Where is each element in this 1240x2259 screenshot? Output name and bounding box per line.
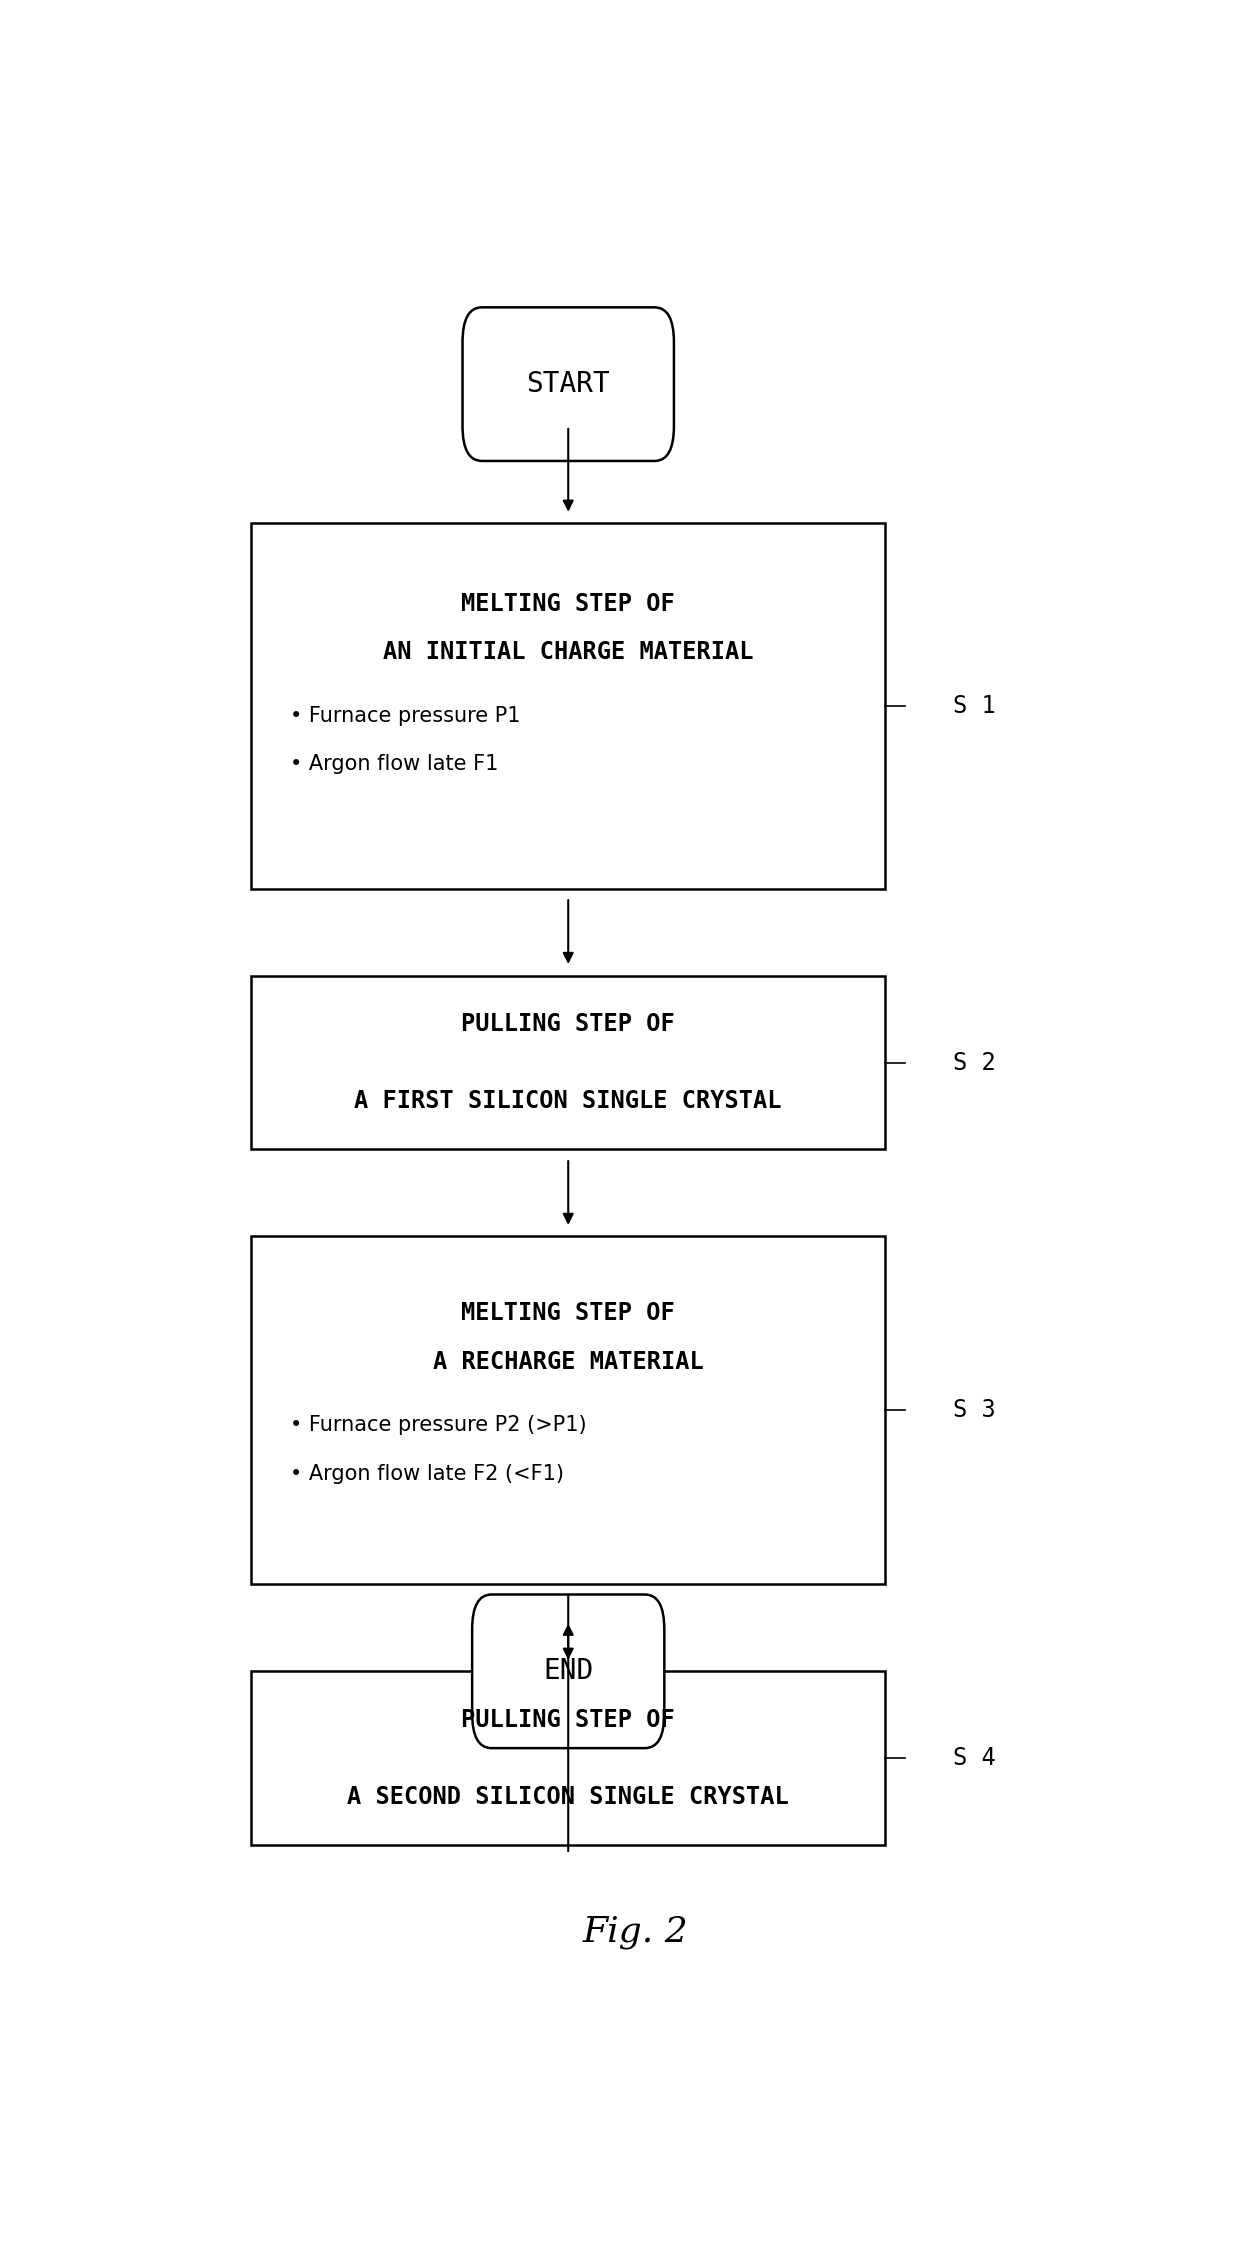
Text: Fig. 2: Fig. 2 [583,1916,688,1950]
Text: PULLING STEP OF: PULLING STEP OF [461,1708,675,1733]
Bar [250,976,885,1150]
Text: S 1: S 1 [952,694,996,718]
Bar [250,1236,885,1584]
FancyBboxPatch shape [463,307,675,461]
FancyBboxPatch shape [472,1595,665,1748]
Text: MELTING STEP OF: MELTING STEP OF [461,592,675,617]
Text: AN INITIAL CHARGE MATERIAL: AN INITIAL CHARGE MATERIAL [383,639,754,664]
Text: START: START [526,370,610,398]
Text: A SECOND SILICON SINGLE CRYSTAL: A SECOND SILICON SINGLE CRYSTAL [347,1785,789,1809]
Text: S 2: S 2 [952,1050,996,1075]
Bar [250,524,885,888]
Text: S 3: S 3 [952,1398,996,1423]
Bar [250,1672,885,1846]
Text: A FIRST SILICON SINGLE CRYSTAL: A FIRST SILICON SINGLE CRYSTAL [355,1089,782,1114]
Text: • Furnace pressure P2 (>P1): • Furnace pressure P2 (>P1) [290,1414,587,1434]
Text: PULLING STEP OF: PULLING STEP OF [461,1012,675,1037]
Text: A RECHARGE MATERIAL: A RECHARGE MATERIAL [433,1349,703,1373]
Text: • Argon flow late F1: • Argon flow late F1 [290,755,498,775]
Text: • Furnace pressure P1: • Furnace pressure P1 [290,705,520,725]
Text: MELTING STEP OF: MELTING STEP OF [461,1301,675,1326]
Text: END: END [543,1658,594,1685]
Text: S 4: S 4 [952,1746,996,1771]
Text: • Argon flow late F2 (<F1): • Argon flow late F2 (<F1) [290,1464,563,1484]
